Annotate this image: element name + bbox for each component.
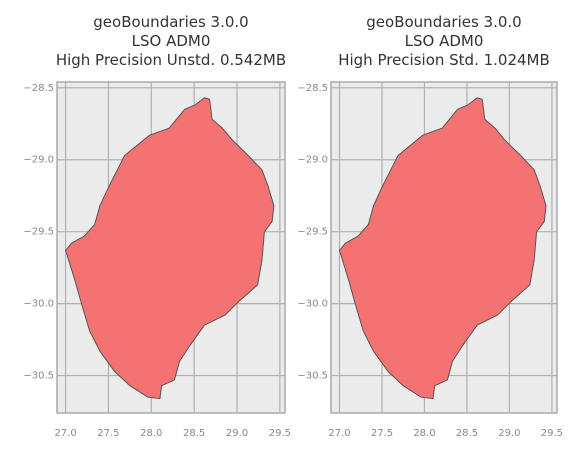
boundary — [65, 97, 275, 400]
y-tick-label: −30.0 — [297, 299, 328, 310]
chart-title: High Precision Unstd. 0.542MB — [56, 51, 286, 69]
x-tick-label: 27.0 — [328, 428, 350, 439]
y-tick-label: −28.5 — [297, 83, 328, 94]
y-tick-label: −30.5 — [297, 371, 328, 382]
x-tick-label: 29.0 — [498, 428, 520, 439]
x-tick-label: 28.0 — [413, 428, 435, 439]
axes-frame — [330, 81, 558, 414]
x-tick-label: 28.5 — [183, 428, 205, 439]
x-tick-label: 28.0 — [140, 428, 162, 439]
y-tick-label: −30.5 — [23, 371, 54, 382]
y-tick-label: −29.0 — [297, 155, 328, 166]
y-tick-label: −29.5 — [297, 227, 328, 238]
x-tick-label: 28.5 — [456, 428, 478, 439]
y-tick-label: −29.5 — [23, 227, 54, 238]
x-tick-label: 29.0 — [226, 428, 248, 439]
x-tick-label: 27.0 — [54, 428, 76, 439]
y-tick-label: −28.5 — [23, 83, 54, 94]
axes-frame — [56, 81, 286, 414]
y-tick-label: −29.0 — [23, 155, 54, 166]
chart-title: geoBoundaries 3.0.0 — [366, 13, 521, 31]
boundary — [338, 97, 547, 400]
y-tick-label: −30.0 — [23, 299, 54, 310]
chart-title: LSO ADM0 — [405, 32, 484, 50]
chart-title: geoBoundaries 3.0.0 — [93, 13, 248, 31]
chart-title: High Precision Std. 1.024MB — [338, 51, 550, 69]
chart-title: LSO ADM0 — [132, 32, 211, 50]
x-tick-label: 27.5 — [371, 428, 393, 439]
x-tick-label: 29.5 — [541, 428, 563, 439]
x-tick-label: 27.5 — [97, 428, 119, 439]
x-tick-label: 29.5 — [269, 428, 291, 439]
